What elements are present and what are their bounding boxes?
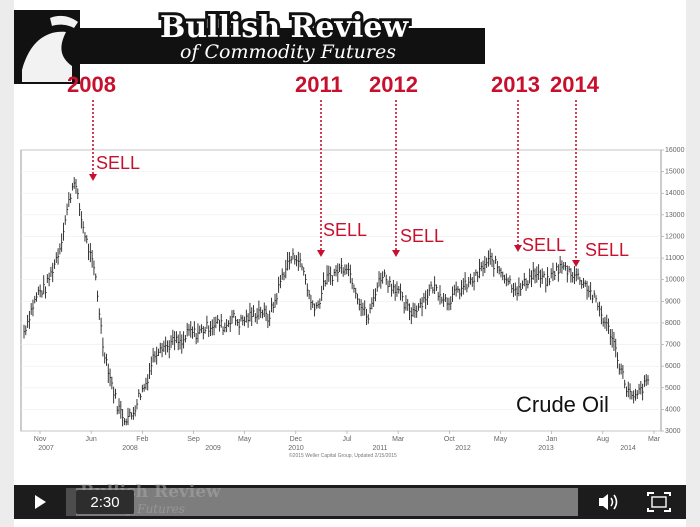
progress-track[interactable] (66, 488, 578, 516)
crude-oil-chart: 16000 15000 14000 13000 12000 11000 10000 9000 8… (20, 147, 685, 459)
plot-area (20, 149, 662, 432)
banner: Bullish Review Bullish Review of Commodi… (80, 7, 485, 64)
y-tick-label: 7000 (665, 342, 681, 349)
banner-title: Bullish Review (160, 10, 409, 45)
year-label-2008: 2008 (67, 72, 116, 97)
volume-button-area[interactable] (586, 488, 632, 516)
fullscreen-button-area[interactable] (636, 488, 682, 516)
x-tick-label: Aug (597, 436, 610, 443)
y-tick-label: 13000 (665, 212, 685, 219)
volume-wave-outer-icon (613, 494, 618, 510)
x-axis-ticks: Nov Jun Feb Sep May Dec Jul Mar Oct May Jan Aug Mar 2… (34, 431, 661, 452)
x-tick-label: Jul (343, 436, 352, 443)
y-tick-label: 5000 (665, 385, 681, 392)
series-label: Crude Oil (516, 392, 609, 417)
sell-label-2012: SELL (400, 226, 444, 246)
y-tick-label: 6000 (665, 363, 681, 370)
y-tick-label: 14000 (665, 190, 685, 197)
time-readout: 2:30 (90, 494, 119, 511)
year-label-2011: 2011 (295, 72, 343, 97)
progress-played (66, 488, 76, 516)
annotations: 2008 2011 2012 2013 2014 SELL SELL SELL … (67, 72, 629, 267)
y-axis-ticks: 16000 15000 14000 13000 12000 11000 10000 9000 8… (661, 147, 685, 435)
x-tick-label: Mar (648, 436, 661, 443)
grid-lines (21, 149, 661, 432)
x-tick-label: Jun (86, 436, 97, 443)
banner-subtitle: of Commodity Futures (180, 41, 396, 63)
y-tick-label: 12000 (665, 233, 685, 240)
x-tick-label: Nov (34, 436, 47, 443)
sell-label-2013: SELL (522, 235, 566, 255)
y-tick-label: 11000 (665, 255, 684, 262)
x-tick-label: Mar (392, 436, 405, 443)
x-tick-label: Oct (444, 436, 455, 443)
arrowhead-2011 (317, 250, 325, 257)
x-tick-year-label: 2009 (205, 445, 221, 452)
x-tick-year-label: 2011 (372, 445, 387, 452)
arrowhead-2008 (89, 174, 97, 181)
x-tick-year-label: 2014 (620, 445, 636, 452)
x-tick-year-label: 2012 (455, 445, 471, 452)
logo (14, 10, 80, 84)
x-tick-label: May (238, 436, 252, 443)
watermark-subtitle: ity Futures (118, 502, 185, 516)
banner-title-outline: Bullish Review (160, 10, 409, 45)
x-tick-year-label: 2008 (122, 445, 138, 452)
sell-label-2008: SELL (96, 153, 140, 173)
x-tick-label: Dec (290, 436, 303, 443)
slide-left-gutter (0, 0, 14, 527)
fullscreen-button[interactable] (636, 488, 682, 516)
chart-credit: ©2015 Weller Capital Group, Updated 2/15… (289, 452, 397, 459)
x-tick-label: Sep (187, 436, 200, 443)
volume-wave-icon (610, 497, 614, 507)
x-tick-year-label: 2007 (38, 445, 54, 452)
play-button[interactable] (18, 488, 64, 516)
y-tick-label: 8000 (665, 320, 681, 327)
fullscreen-icon[interactable] (647, 492, 671, 512)
y-tick-label: 10000 (665, 277, 685, 284)
year-label-2013: 2013 (491, 72, 540, 97)
arrowhead-2014 (572, 260, 580, 267)
arrowhead-2013 (514, 245, 522, 252)
y-tick-label: 15000 (665, 169, 685, 176)
x-tick-year-label: 2010 (288, 445, 304, 452)
arrowhead-2012 (392, 250, 400, 257)
year-label-2012: 2012 (369, 72, 418, 97)
year-label-2014: 2014 (550, 72, 600, 97)
speaker-icon[interactable] (599, 494, 608, 510)
fullscreen-inner-icon (651, 496, 667, 508)
y-tick-label: 9000 (665, 298, 681, 305)
y-tick-label: 3000 (665, 428, 681, 435)
sell-label-2011: SELL (323, 220, 367, 240)
volume-button[interactable] (586, 488, 632, 516)
video-player-bar: Bullish Review ity Futures 2:30 (14, 482, 686, 519)
x-tick-label: Jan (546, 436, 557, 443)
x-tick-label: May (494, 436, 508, 443)
price-series (23, 177, 650, 427)
slide-side-gutter (686, 0, 700, 527)
y-tick-label: 4000 (665, 406, 681, 413)
time-badge (76, 490, 134, 514)
play-icon[interactable] (35, 495, 46, 509)
sell-label-2014: SELL (585, 240, 629, 260)
x-tick-year-label: 2013 (538, 445, 554, 452)
x-tick-label: Feb (136, 436, 148, 443)
y-tick-label: 16000 (665, 147, 685, 154)
